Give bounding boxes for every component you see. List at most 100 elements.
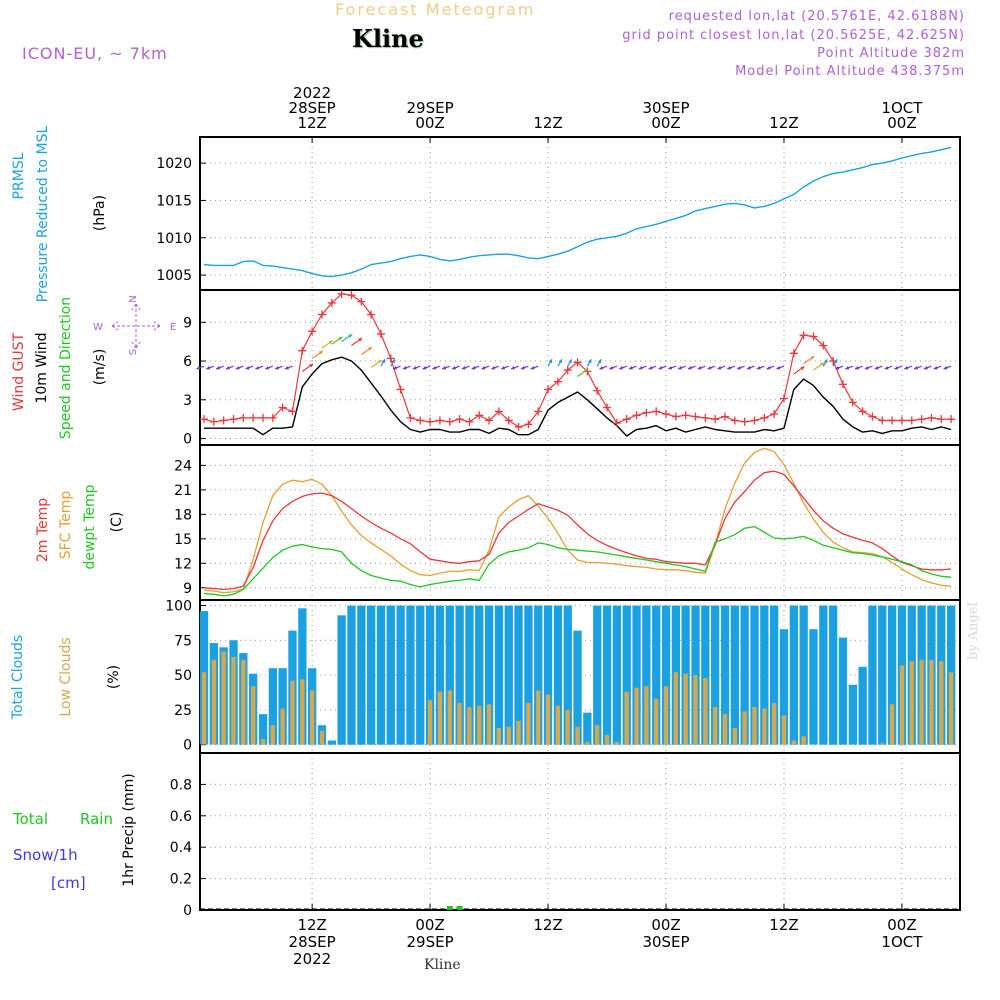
y-tick-label: 0 <box>183 738 192 754</box>
arrow-head <box>904 365 909 370</box>
total-cloud-bar <box>612 605 621 745</box>
gust-marker <box>465 417 474 426</box>
arrow-head <box>597 359 602 364</box>
arrow-head <box>884 365 889 370</box>
compass-rose: N S W E <box>93 295 176 355</box>
wind-direction-arrow <box>206 365 215 370</box>
gust-marker <box>671 412 680 421</box>
10m-wind-label: 10m Wind <box>34 332 50 403</box>
low-cloud-bar <box>654 698 659 745</box>
compass-south: S <box>128 349 139 355</box>
wind-direction-arrow <box>196 365 205 370</box>
time-label-bottom: 2022 <box>293 950 331 968</box>
total-cloud-bar <box>534 605 543 745</box>
total-cloud-bar <box>465 605 474 745</box>
arrow-head <box>520 365 525 370</box>
gust-marker <box>278 403 287 412</box>
gust-marker <box>249 413 258 422</box>
wind-direction-arrow <box>803 355 815 365</box>
arrow-head <box>629 365 633 370</box>
wind-direction-arrow <box>380 358 386 367</box>
gust-marker <box>947 415 956 424</box>
total-cloud-bar <box>455 605 464 745</box>
wind-direction-arrow <box>913 365 922 370</box>
total-cloud-bar <box>573 630 582 745</box>
wind-direction-arrow <box>687 365 696 370</box>
arrow-head <box>599 365 604 370</box>
wind-direction-arrow <box>370 359 383 368</box>
wind-direction-arrow <box>884 365 893 370</box>
total-cloud-bar <box>848 684 857 745</box>
wind-direction-arrow <box>609 365 618 370</box>
gust-marker <box>701 413 710 422</box>
gust-marker <box>367 310 376 319</box>
y-tick-label: 0.2 <box>170 872 192 888</box>
low-cloud-bar <box>663 686 669 745</box>
low-cloud-bar <box>585 741 590 745</box>
point-altitude: Point Altitude 382m <box>817 46 965 61</box>
wind-direction-arrow <box>392 365 401 370</box>
sfc-temp-label: SFC Temp <box>58 491 74 560</box>
wind-direction-arrow <box>943 365 952 370</box>
arrow-head <box>255 365 260 370</box>
time-label-top: 00Z <box>651 114 680 132</box>
precip-unit-label: 1hr Precip (mm) <box>121 773 137 886</box>
panel-frame <box>199 444 961 601</box>
low-cloud-bar <box>693 675 698 745</box>
low-clouds-label: Low Clouds <box>58 637 74 716</box>
low-cloud-bar <box>555 705 560 745</box>
low-cloud-bar <box>486 704 492 745</box>
time-label-bottom: 00Z <box>887 916 916 934</box>
wind-direction-arrow <box>481 365 490 370</box>
wind-direction-arrow <box>530 365 539 370</box>
wind-direction-arrow <box>255 365 264 370</box>
gust-marker <box>475 411 484 420</box>
gust-marker <box>652 407 661 416</box>
gust-marker <box>347 291 356 300</box>
arrow-head <box>432 365 437 370</box>
gust-marker <box>200 415 208 424</box>
arrow-head <box>548 359 553 364</box>
wind-direction-arrow <box>596 358 602 367</box>
arrow-head <box>422 365 427 370</box>
low-cloud-bar <box>319 730 325 745</box>
wind-speed-line <box>204 356 952 437</box>
compass-east: E <box>170 322 176 333</box>
total-cloud-bar <box>750 605 759 745</box>
wind-direction-arrow <box>321 340 333 349</box>
gust-marker <box>219 416 228 425</box>
gust-marker <box>327 298 336 307</box>
low-cloud-bar <box>742 711 747 745</box>
y-tick-label: 0 <box>183 432 192 448</box>
total-cloud-bar <box>720 605 730 745</box>
time-label-bottom: 12Z <box>769 916 798 934</box>
low-cloud-bar <box>703 677 708 745</box>
wind-direction-arrow <box>727 365 736 370</box>
gust-marker <box>691 412 700 421</box>
wind-direction-arrow <box>776 365 785 370</box>
wind-direction-arrow <box>451 365 460 370</box>
wind-direction-arrow <box>822 358 828 367</box>
low-cloud-bar <box>673 672 678 745</box>
arrow-head <box>687 365 692 370</box>
low-cloud-bar <box>899 665 905 745</box>
gust-marker <box>386 354 395 363</box>
total-cloud-bar <box>809 629 818 745</box>
y-tick-label: 12 <box>174 556 192 572</box>
total-cloud-bar <box>504 605 513 745</box>
total-cloud-bar <box>484 605 494 745</box>
gust-marker <box>376 329 385 338</box>
time-label-top: 00Z <box>887 114 916 132</box>
total-cloud-bar <box>819 605 828 745</box>
wind-direction-arrow <box>599 365 608 370</box>
total-cloud-bar <box>406 605 415 745</box>
gust-marker <box>907 416 916 425</box>
wind-direction-arrow <box>835 365 844 370</box>
low-cloud-bar <box>948 672 954 745</box>
dewpoint-line <box>203 525 952 597</box>
gust-marker <box>308 327 317 336</box>
gust-marker <box>622 415 631 424</box>
total-cloud-bar <box>711 605 720 745</box>
low-cloud-bar <box>909 661 914 745</box>
arrow-head <box>511 365 515 370</box>
